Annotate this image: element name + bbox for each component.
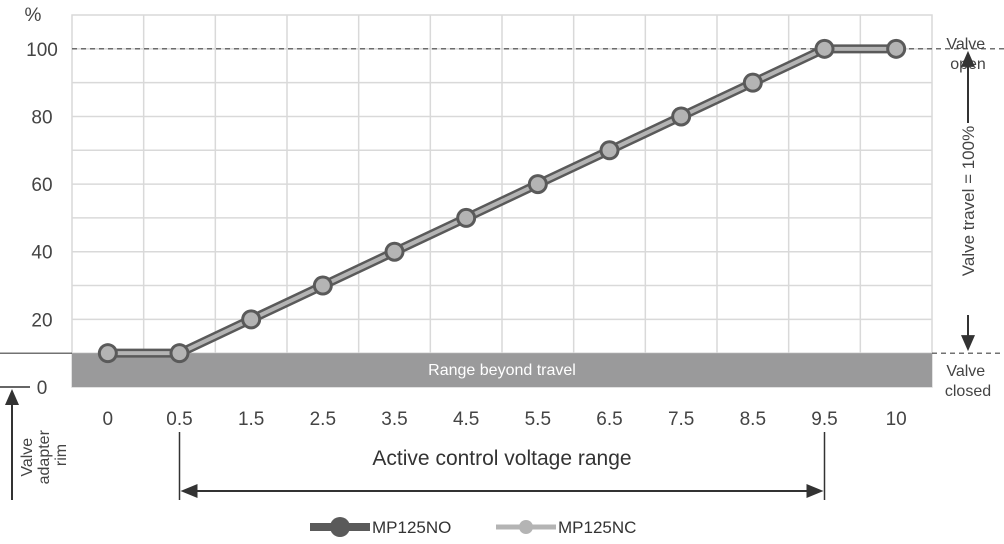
x-tick-labels: 0 0.5 1.5 2.5 3.5 4.5 5.5 6.5 7.5 8.5 9.5 10: [103, 409, 907, 430]
series-line-mp125nc: [107, 46, 897, 356]
y-tick-labels: 0 20 40 60 80 100: [26, 40, 58, 399]
y-axis-unit: %: [25, 5, 42, 26]
valve-travel-arrow: [961, 50, 975, 352]
x-tick-label: 1.5: [238, 409, 264, 430]
point-mp125nc: [315, 278, 330, 293]
y-tick-label: 20: [31, 310, 52, 331]
rim-line-2: adapter: [36, 429, 53, 484]
valve-closed-line-2: closed: [945, 383, 991, 400]
legend-item-mp125no: MP125NO: [310, 517, 451, 537]
series-layer: [97, 38, 907, 364]
rim-line-3: rim: [53, 444, 70, 466]
x-tick-label: 3.5: [381, 409, 407, 430]
legend-label: MP125NC: [558, 518, 636, 537]
active-range-bracket: [178, 432, 826, 500]
point-mp125nc: [889, 41, 904, 56]
point-mp125nc: [530, 177, 545, 192]
legend-swatch-marker: [330, 517, 350, 537]
y-tick-label: 80: [31, 107, 52, 128]
legend-label: MP125NO: [372, 518, 451, 537]
valve-adapter-rim-arrow: [0, 386, 30, 500]
range-beyond-travel-label: Range beyond travel: [428, 362, 576, 379]
y-tick-label: 60: [31, 175, 52, 196]
valve-adapter-rim-label: Valve adapter rim: [19, 426, 70, 485]
bracket-arrow-left: [180, 484, 198, 498]
rim-arrowhead: [5, 389, 19, 405]
active-range-label: Active control voltage range: [372, 447, 631, 470]
x-tick-label: 8.5: [740, 409, 766, 430]
x-tick-label: 6.5: [596, 409, 622, 430]
y-tick-label: 0: [37, 378, 48, 399]
x-tick-label: 9.5: [811, 409, 837, 430]
travel-arrowhead-up: [961, 50, 975, 67]
x-tick-label: 10: [886, 409, 907, 430]
point-mp125nc: [674, 109, 689, 124]
x-tick-label: 2.5: [310, 409, 336, 430]
travel-arrowhead-down: [961, 335, 975, 352]
legend-swatch-marker: [519, 520, 533, 534]
y-tick-label: 40: [31, 243, 52, 264]
point-mp125nc: [602, 143, 617, 158]
point-mp125nc: [244, 312, 259, 327]
x-tick-label: 7.5: [668, 409, 694, 430]
point-mp125nc: [172, 346, 187, 361]
valve-open-line-1: Valve: [946, 36, 985, 53]
point-mp125nc: [459, 210, 474, 225]
rim-line-1: Valve: [19, 438, 36, 477]
point-mp125nc: [745, 75, 760, 90]
point-mp125nc: [817, 41, 832, 56]
valve-closed-line-1: Valve: [946, 363, 985, 380]
x-tick-label: 4.5: [453, 409, 479, 430]
bracket-arrow-right: [806, 484, 824, 498]
legend: MP125NO MP125NC: [310, 517, 636, 537]
point-mp125nc: [100, 346, 115, 361]
y-tick-label: 100: [26, 40, 58, 61]
valve-travel-label: Valve travel = 100%: [959, 126, 978, 276]
valve-closed-label: Valve closed: [945, 363, 991, 400]
range-beyond-travel-band: [72, 353, 932, 387]
x-tick-label: 0: [103, 409, 114, 430]
point-mp125nc: [387, 244, 402, 259]
legend-item-mp125nc: MP125NC: [496, 518, 636, 537]
x-tick-label: 0.5: [166, 409, 192, 430]
x-tick-label: 5.5: [525, 409, 551, 430]
